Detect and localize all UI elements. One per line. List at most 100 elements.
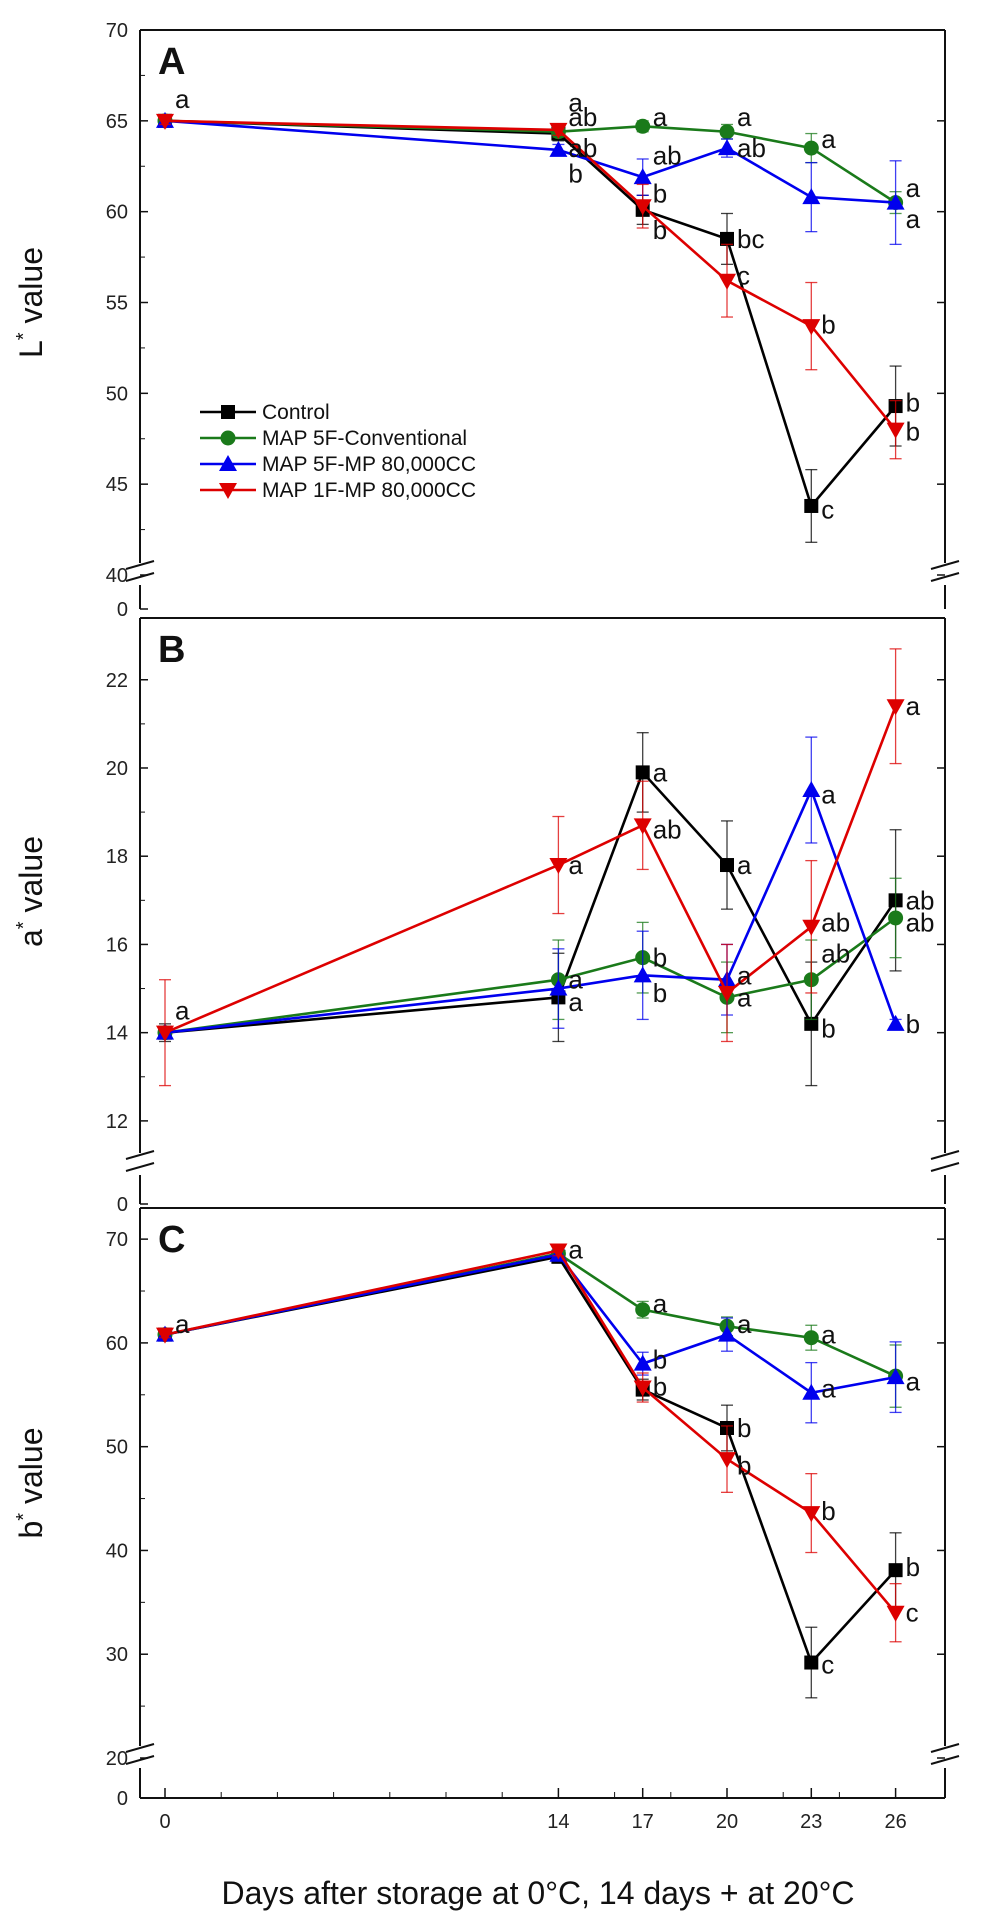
significance-letter: b — [653, 978, 667, 1008]
significance-letter: a — [821, 1374, 836, 1404]
legend-marker — [219, 455, 237, 471]
significance-letter: b — [821, 1496, 835, 1526]
data-point — [633, 1380, 652, 1397]
significance-letter: b — [653, 215, 667, 245]
y-axis-title-rest: value — [13, 247, 49, 332]
significance-letter: a — [906, 204, 921, 234]
significance-letter: a — [737, 1309, 752, 1339]
data-point — [802, 919, 821, 936]
significance-letter: a — [821, 124, 836, 154]
significance-letter: a — [175, 996, 190, 1026]
significance-letter: a — [175, 84, 190, 114]
data-point — [804, 498, 819, 513]
data-point — [804, 1016, 819, 1031]
data-point — [802, 1506, 821, 1523]
series-line — [164, 119, 896, 204]
panel-letter: C — [158, 1219, 185, 1261]
series-line — [164, 119, 897, 509]
data-point — [803, 1330, 819, 1346]
axis-break-mark — [930, 572, 960, 582]
significance-letter: b — [906, 1552, 920, 1582]
series-2 — [156, 736, 905, 1040]
data-point — [156, 1025, 174, 1042]
significance-letter: a — [821, 1320, 836, 1350]
significance-letter: a — [568, 987, 583, 1017]
x-axis-title: Days after storage at 0°C, 14 days + at … — [221, 1875, 854, 1911]
significance-letter: b — [737, 1413, 751, 1443]
series-line — [164, 1249, 897, 1614]
series-line — [164, 786, 897, 1034]
y-axis-title-main: a — [13, 929, 49, 947]
axis-break-mark — [930, 560, 960, 570]
data-point — [886, 699, 905, 716]
axis-break-mark — [930, 1743, 960, 1753]
data-point — [802, 319, 821, 336]
series-3 — [156, 113, 905, 460]
axis-break-mark — [125, 1162, 155, 1172]
significance-letter: a — [653, 757, 668, 787]
y-tick-label: 16 — [106, 934, 128, 956]
significance-letter: b — [653, 179, 667, 209]
series-line — [164, 1255, 897, 1665]
y-axis-title-rest: value — [13, 836, 49, 921]
y-tick-label: 12 — [106, 1111, 128, 1133]
data-point — [156, 1327, 174, 1344]
data-point — [803, 140, 819, 156]
significance-letter: ab — [906, 885, 935, 915]
significance-letter: a — [568, 88, 583, 118]
y-tick-label: 22 — [106, 670, 128, 692]
data-point — [633, 1354, 652, 1371]
y-tick-label: 0 — [117, 599, 128, 621]
data-point — [886, 1605, 905, 1622]
significance-letter: a — [906, 1366, 921, 1396]
data-point — [549, 122, 568, 139]
significance-letter: b — [568, 159, 582, 189]
significance-letter: ab — [821, 907, 850, 937]
y-tick-label: 45 — [106, 474, 128, 496]
significance-letter: b — [737, 1450, 751, 1480]
significance-letter: bc — [737, 224, 764, 254]
axis-break-mark — [930, 1162, 960, 1172]
series-0 — [158, 732, 903, 1087]
series-line — [164, 1252, 897, 1378]
y-tick-label: 50 — [106, 1437, 128, 1459]
y-axis-title-superscript: * — [13, 921, 35, 929]
data-point — [720, 231, 734, 246]
y-axis-title-superscript: * — [13, 1513, 35, 1521]
x-tick-label: 14 — [547, 1811, 569, 1833]
data-point — [886, 422, 905, 439]
data-point — [718, 139, 736, 156]
axis-break-mark — [125, 1150, 155, 1160]
data-point — [802, 188, 821, 205]
significance-letter: a — [568, 1235, 583, 1265]
significance-letter: b — [821, 309, 835, 339]
y-tick-label: 70 — [106, 20, 128, 42]
data-point — [633, 818, 652, 835]
y-tick-label: 40 — [106, 1540, 128, 1562]
y-axis-title-superscript: * — [13, 332, 35, 340]
series-line — [164, 705, 897, 1034]
significance-letter: ab — [737, 133, 766, 163]
significance-letter: b — [821, 1013, 835, 1043]
significance-letter: b — [906, 416, 920, 446]
axis-break-mark — [930, 1755, 960, 1765]
significance-letter: ab — [568, 133, 597, 163]
data-point — [633, 966, 652, 983]
axis-break-mark — [125, 560, 155, 570]
series-line — [164, 1253, 896, 1395]
data-point — [719, 124, 735, 140]
legend-entry: Control — [262, 401, 330, 424]
data-point — [888, 1563, 903, 1578]
significance-letter: a — [737, 982, 752, 1012]
significance-letter: ab — [906, 907, 935, 937]
significance-letter: b — [906, 1009, 920, 1039]
y-axis-title: a* value — [13, 836, 49, 947]
significance-letter: a — [568, 850, 583, 880]
significance-letter: b — [653, 1345, 667, 1375]
y-tick-label: 0 — [117, 1788, 128, 1810]
y-tick-label: 60 — [106, 1333, 128, 1355]
data-point — [549, 140, 568, 157]
series-1 — [157, 877, 904, 1041]
